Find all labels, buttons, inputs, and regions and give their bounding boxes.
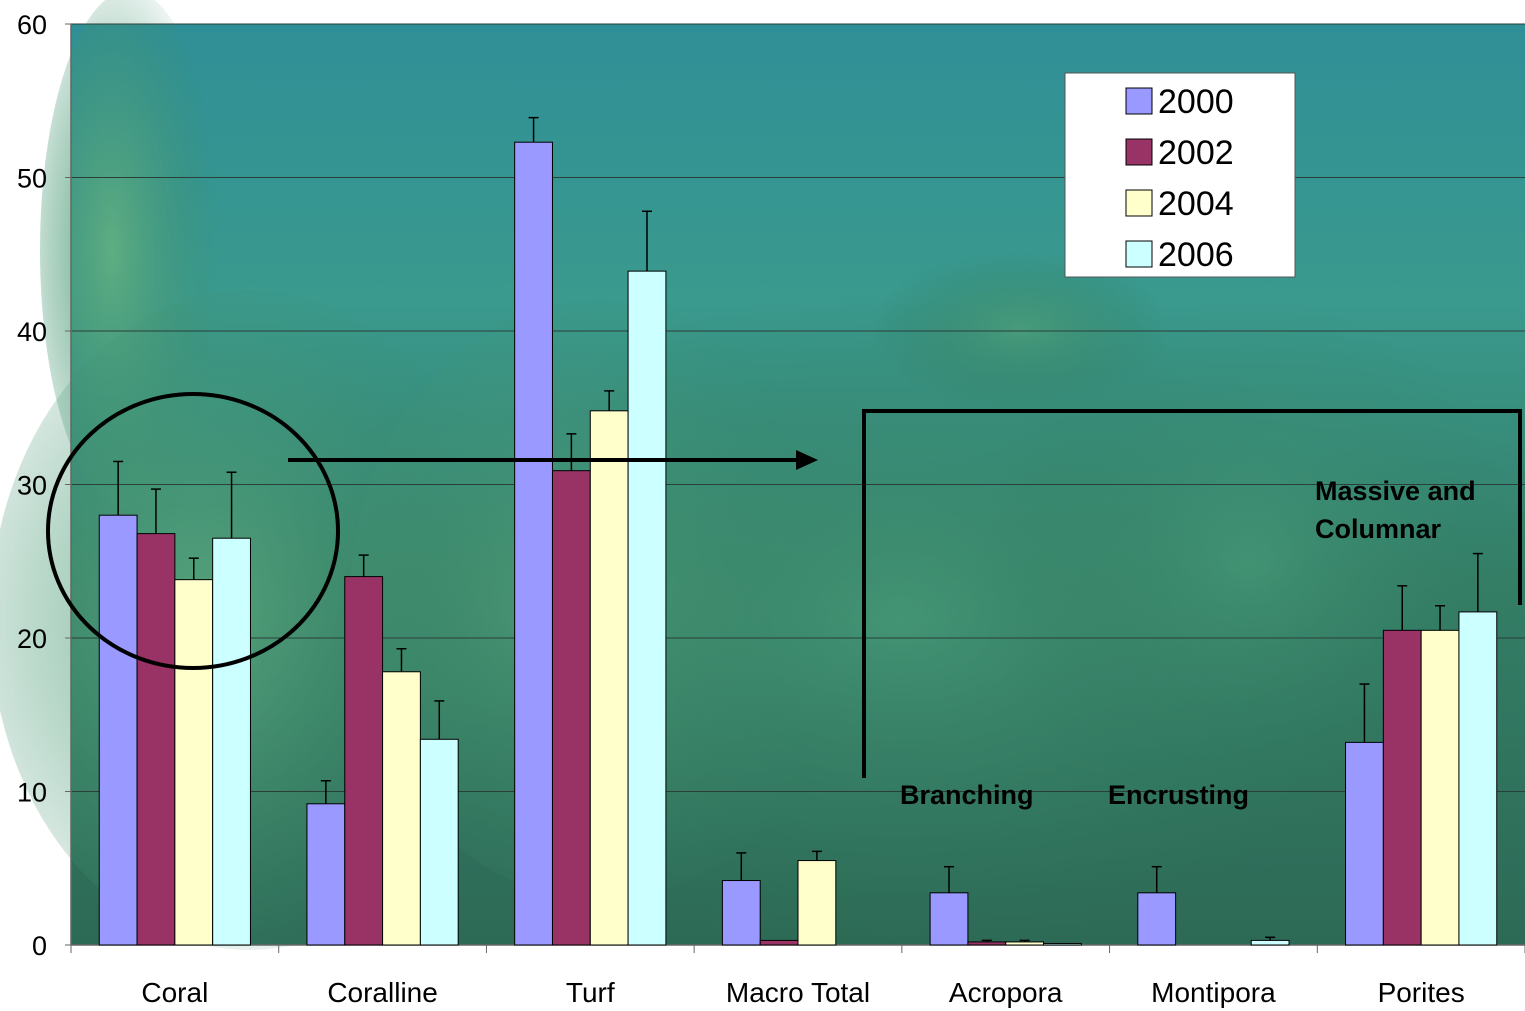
- bar-2002-porites: [1382, 629, 1422, 946]
- bar-2004-macro-total: [797, 860, 837, 946]
- annotation-bracket: [862, 409, 1522, 778]
- legend-label-2004: 2004: [1158, 185, 1234, 223]
- legend-label-2002: 2002: [1158, 134, 1234, 172]
- bar-2002-coral: [136, 533, 176, 946]
- bar-2002-macro-total: [759, 939, 799, 946]
- bar-2000-montipora: [1137, 892, 1177, 946]
- x-tick-label: Coral: [141, 977, 208, 1008]
- y-tick-label: 30: [17, 471, 47, 501]
- bar-2006-coral: [212, 537, 251, 946]
- legend-box: [1064, 72, 1296, 278]
- y-tick-label: 0: [32, 931, 47, 961]
- legend-label-2006: 2006: [1158, 236, 1234, 274]
- bar-2006-porites: [1458, 611, 1498, 946]
- annotation-encrusting: Encrusting: [1108, 780, 1249, 810]
- legend: 2000 2002 2004 2006: [1064, 72, 1296, 278]
- bar-2000-coral: [98, 514, 138, 946]
- legend-swatch-2006: [1125, 240, 1153, 268]
- legend-label-2000: 2000: [1158, 83, 1234, 121]
- annotation-branching: Branching: [900, 780, 1034, 810]
- bar-2004-acropora: [1005, 941, 1045, 946]
- legend-swatch-2000: [1125, 87, 1153, 115]
- annotation-massive-line2: Columnar: [1315, 514, 1442, 544]
- y-tick-label: 40: [17, 317, 47, 347]
- bar-2006-turf: [627, 270, 667, 946]
- bar-2004-coralline: [382, 671, 421, 946]
- y-tick-label: 20: [17, 624, 47, 654]
- bar-2000-turf: [514, 141, 553, 946]
- bar-2002-coralline: [344, 576, 384, 946]
- bar-2000-coralline: [306, 803, 346, 946]
- bar-2002-turf: [551, 470, 591, 946]
- x-tick-label: Macro Total: [726, 977, 870, 1008]
- bar-2006-coralline: [419, 738, 459, 946]
- x-tick-label: Montipora: [1151, 977, 1276, 1008]
- coral-highlight-circle: [46, 392, 340, 670]
- y-tick-label: 10: [17, 778, 47, 808]
- annotation-labels: Branching Encrusting Massive and Columna…: [900, 476, 1476, 810]
- x-tick-label: Porites: [1378, 977, 1465, 1008]
- legend-swatch-2002: [1125, 138, 1153, 166]
- bar-2000-acropora: [929, 892, 969, 946]
- bar-2006-acropora: [1043, 942, 1082, 946]
- bar-2006-montipora: [1250, 939, 1290, 946]
- annotation-arrow-head: [796, 450, 818, 470]
- bar-2000-macro-total: [721, 880, 761, 946]
- bars: [98, 116, 1498, 946]
- bar-2000-porites: [1345, 741, 1384, 946]
- bar-2004-turf: [589, 410, 629, 946]
- x-tick-label: Acropora: [949, 977, 1063, 1008]
- x-tick-label: Coralline: [327, 977, 438, 1008]
- legend-swatch-2004: [1125, 189, 1153, 217]
- y-tick-label: 60: [17, 10, 47, 40]
- x-tick-label: Turf: [566, 977, 615, 1008]
- bar-2004-coral: [174, 579, 214, 946]
- y-tick-label: 50: [17, 164, 47, 194]
- annotation-massive-line1: Massive and: [1315, 476, 1476, 506]
- annotation-overlay: [46, 392, 1522, 778]
- gridlines: [71, 23, 1525, 792]
- bar-2004-porites: [1420, 629, 1460, 946]
- bar-2002-acropora: [967, 941, 1007, 946]
